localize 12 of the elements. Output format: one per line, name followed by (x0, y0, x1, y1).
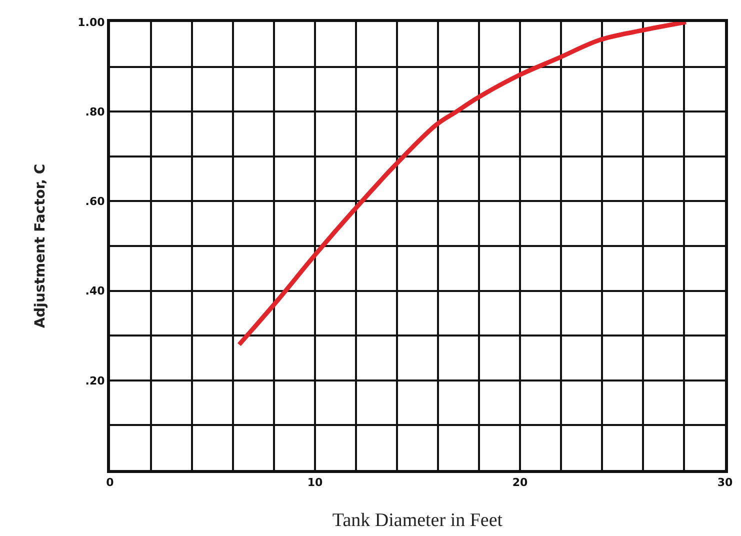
y-tick-label: 1.00 (78, 16, 106, 29)
y-tick-label: .60 (85, 195, 106, 208)
x-tick-label: 20 (512, 476, 528, 490)
y-tick-label: .40 (85, 284, 106, 298)
x-tick-label: 10 (307, 476, 323, 490)
line-series (236, 22, 688, 347)
y-tick-label: .20 (85, 374, 106, 388)
x-tick-label: 30 (717, 476, 733, 490)
x-tick-label: 0 (106, 476, 114, 490)
y-tick-label: .80 (85, 105, 106, 118)
x-axis-title: Tank Diameter in Feet (332, 510, 504, 531)
y-axis-title: Adjustment Factor, C (32, 164, 48, 328)
